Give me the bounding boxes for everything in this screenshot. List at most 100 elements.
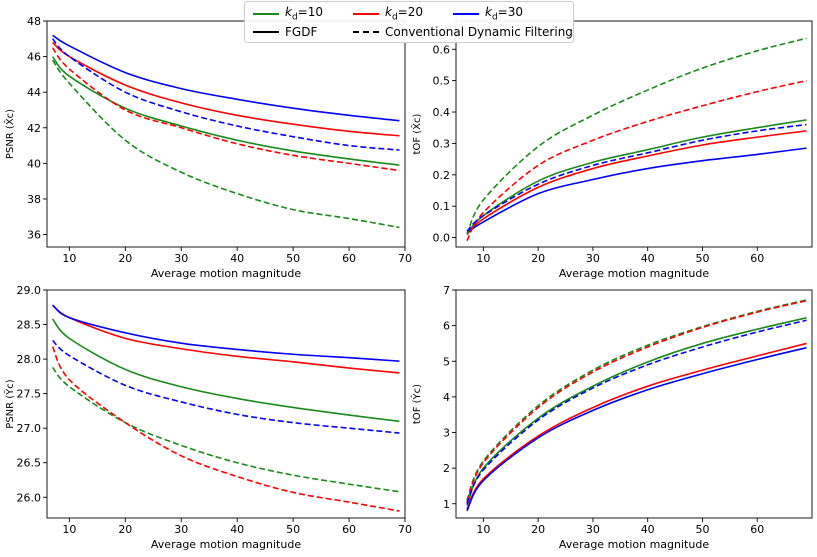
y-tick-label: 38 <box>27 193 41 206</box>
y-tick-label: 6 <box>443 320 450 333</box>
x-tick-label: 70 <box>398 252 412 265</box>
y-tick-label: 26.5 <box>17 457 42 470</box>
y-tick-label: 3 <box>443 427 450 440</box>
y-tick-label: 0.1 <box>433 200 451 213</box>
legend-label-kd20: kd=20 <box>385 5 423 23</box>
legend-item-kd20: kd=20 <box>353 5 423 23</box>
y-tick-label: 0.6 <box>433 43 451 56</box>
series-group <box>466 299 807 512</box>
y-axis-label: PSNR (Ŷc) <box>3 379 16 428</box>
series-line-kd-20-fgdf <box>466 130 807 236</box>
x-tick-label: 50 <box>695 523 709 536</box>
series-line-kd-30-conventional <box>466 319 807 505</box>
x-tick-label: 20 <box>118 523 132 536</box>
plot-frame <box>46 289 406 519</box>
series-line-kd-30-fgdf <box>466 147 807 234</box>
chart-panel-bottom-left: 10 20 30 40 50 60 70 26.0 26.5 27.0 27.5 28.0 28.5 29… <box>3 284 412 551</box>
x-tick-label: 60 <box>750 523 764 536</box>
x-tick-label: 20 <box>531 252 545 265</box>
series-line-kd-20-fgdf <box>466 342 807 510</box>
x-tick-label: 50 <box>695 252 709 265</box>
x-tick-label: 40 <box>230 252 244 265</box>
y-tick-label: 26.0 <box>17 491 42 504</box>
series-line-kd-20-conventional <box>51 346 400 512</box>
series-line-kd-20-fgdf <box>52 304 400 374</box>
x-tick-label: 40 <box>641 523 655 536</box>
x-tick-label: 50 <box>286 252 300 265</box>
series-group <box>466 37 807 242</box>
x-tick-label: 20 <box>118 252 132 265</box>
x-tick-label: 50 <box>286 523 300 536</box>
y-tick-label: 28.5 <box>17 319 42 332</box>
chart-panel-top-right: 10 20 30 40 50 60 0.0 0.1 0.2 0.3 0.4 0.5 0.6 Average… <box>410 20 813 280</box>
y-tick-label: 2 <box>443 462 450 475</box>
series-line-kd-30-fgdf <box>52 304 400 362</box>
legend: kd=10 kd=20 kd=30 FGDF Conventional Dyna… <box>244 1 574 43</box>
legend-label-conventional: Conventional Dynamic Filtering <box>385 25 573 39</box>
y-axis-label: tOF (Ŷc) <box>410 384 423 424</box>
series-line-kd-30-conventional <box>51 38 400 151</box>
y-tick-label: 36 <box>27 229 41 242</box>
legend-item-kd10: kd=10 <box>253 5 323 23</box>
y-tick-label: 29.0 <box>17 284 42 297</box>
series-line-kd-10-conventional <box>51 59 400 229</box>
y-tick-label: 44 <box>27 86 41 99</box>
x-tick-label: 20 <box>531 523 545 536</box>
legend-swatch-kd30 <box>453 13 479 15</box>
series-line-kd-30-fgdf <box>52 34 400 122</box>
x-tick-label: 60 <box>342 523 356 536</box>
x-tick-label: 60 <box>342 252 356 265</box>
chart-panel-top-left: 10 20 30 40 50 60 70 36 38 40 42 44 46 48 Average moti… <box>3 15 412 280</box>
series-line-kd-20-conventional <box>51 47 400 172</box>
y-tick-label: 0.0 <box>433 232 451 245</box>
x-tick-label: 10 <box>62 523 76 536</box>
legend-item-conventional: Conventional Dynamic Filtering <box>353 23 573 41</box>
x-axis-label: Average motion magnitude <box>151 267 301 280</box>
y-tick-label: 0.4 <box>433 106 451 119</box>
y-tick-label: 0.2 <box>433 169 451 182</box>
x-tick-label: 60 <box>750 252 764 265</box>
plot-frame <box>455 289 813 519</box>
y-tick-label: 0.3 <box>433 137 451 150</box>
series-group <box>51 34 400 229</box>
y-tick-label: 28.0 <box>17 353 42 366</box>
chart-panel-bottom-right: 10 20 30 40 50 60 1 2 3 4 5 6 7 Average motion magnit… <box>410 284 813 551</box>
legend-swatch-fgdf <box>253 31 279 33</box>
y-tick-label: 4 <box>443 391 450 404</box>
x-axis-label: Average motion magnitude <box>559 267 709 280</box>
x-tick-label: 40 <box>641 252 655 265</box>
series-line-kd-30-conventional <box>466 123 807 232</box>
x-tick-label: 10 <box>62 252 76 265</box>
legend-swatch-kd20 <box>353 13 379 15</box>
y-tick-label: 27.5 <box>17 388 42 401</box>
series-line-kd-20-conventional <box>466 299 807 503</box>
x-tick-label: 30 <box>586 523 600 536</box>
y-axis-label: tOF (X̂c) <box>410 113 423 154</box>
series-line-kd-20-fgdf <box>52 41 400 137</box>
legend-swatch-conventional <box>353 31 379 33</box>
x-tick-label: 70 <box>398 523 412 536</box>
x-tick-label: 40 <box>230 523 244 536</box>
plot-frame <box>46 20 406 248</box>
x-tick-label: 10 <box>476 523 490 536</box>
legend-item-fgdf: FGDF <box>253 23 317 41</box>
legend-label-kd10: kd=10 <box>285 5 323 23</box>
y-tick-label: 5 <box>443 355 450 368</box>
y-tick-label: 7 <box>443 284 450 297</box>
x-tick-label: 10 <box>476 252 490 265</box>
x-axis-label: Average motion magnitude <box>151 538 301 551</box>
y-tick-label: 42 <box>27 122 41 135</box>
legend-label-kd30: kd=30 <box>485 5 523 23</box>
legend-label-fgdf: FGDF <box>285 25 318 39</box>
y-tick-label: 46 <box>27 51 41 64</box>
y-tick-label: 0.5 <box>433 75 451 88</box>
y-tick-label: 48 <box>27 15 41 28</box>
series-line-kd-10-conventional <box>51 366 400 493</box>
series-line-kd-10-fgdf <box>51 318 400 423</box>
series-line-kd-10-fgdf <box>466 317 807 506</box>
series-line-kd-30-conventional <box>52 339 400 434</box>
y-tick-label: 27.0 <box>17 422 42 435</box>
series-line-kd-10-conventional <box>466 37 807 235</box>
